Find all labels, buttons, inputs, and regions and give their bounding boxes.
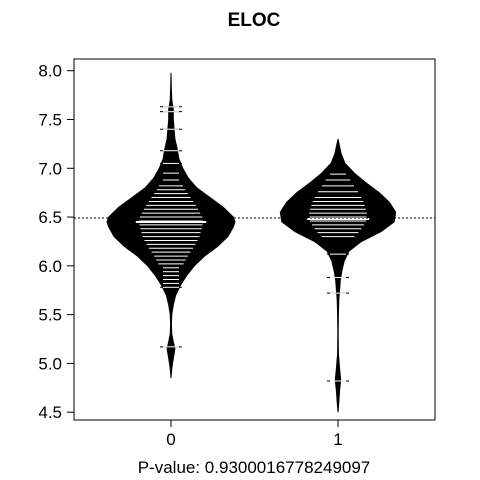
y-tick-label: 5.0 xyxy=(38,354,62,373)
x-tick-label: 0 xyxy=(166,430,175,449)
plot-frame xyxy=(73,58,436,421)
y-tick-label: 6.0 xyxy=(38,257,62,276)
y-tick-label: 7.5 xyxy=(38,110,62,129)
y-tick-label: 8.0 xyxy=(38,62,62,81)
y-axis: 4.5 5.0 5.5 6.0 6.5 7.0 7.5 8.0 xyxy=(38,62,74,422)
bean-1 xyxy=(279,138,397,413)
y-tick-label: 6.5 xyxy=(38,208,62,227)
chart-title: ELOC xyxy=(228,10,281,31)
y-tick-label: 5.5 xyxy=(38,306,62,325)
x-tick-label: 1 xyxy=(333,430,342,449)
x-axis-label: P-value: 0.9300016778249097 xyxy=(138,458,371,477)
beans-layer xyxy=(106,72,397,413)
y-tick-label: 4.5 xyxy=(38,403,62,422)
y-tick-label: 7.0 xyxy=(38,159,62,178)
